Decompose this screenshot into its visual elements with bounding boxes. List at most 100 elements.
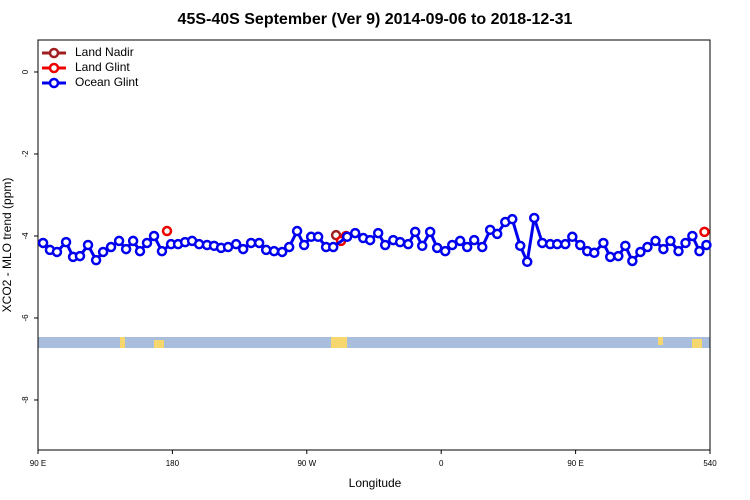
data-point <box>74 250 86 262</box>
legend-marker <box>48 77 60 89</box>
data-point <box>701 239 712 251</box>
data-point <box>537 237 548 249</box>
data-point <box>148 230 160 242</box>
data-point <box>574 239 586 251</box>
data-point <box>97 246 109 258</box>
data-point <box>507 213 518 225</box>
data-point <box>156 245 168 257</box>
y-tick-label: -2 <box>21 150 30 158</box>
data-point <box>161 225 173 237</box>
data-point <box>60 236 72 248</box>
data-point <box>283 241 295 253</box>
data-point <box>665 235 676 247</box>
y-tick-label: 0 <box>21 69 30 74</box>
data-point <box>454 235 466 247</box>
data-point <box>237 243 249 255</box>
data-point <box>424 226 436 238</box>
data-point <box>298 239 310 251</box>
land-patch <box>154 340 164 348</box>
data-point <box>276 246 288 258</box>
data-point <box>260 244 272 256</box>
land-patch <box>658 337 663 345</box>
data-point <box>604 251 616 263</box>
data-point <box>620 240 631 252</box>
y-tick-label: -6 <box>21 314 30 322</box>
land-patch <box>120 337 125 348</box>
x-axis-label: Longitude <box>349 476 402 490</box>
chart-title: 45S-40S September (Ver 9) 2014-09-06 to … <box>178 11 573 28</box>
data-point <box>141 237 153 249</box>
data-point <box>431 242 443 254</box>
x-tick-label: 90 E <box>567 459 583 468</box>
x-tick-label: 180 <box>166 459 180 468</box>
legend-label: Land Nadir <box>75 45 134 59</box>
data-point <box>409 226 421 238</box>
data-point <box>82 239 94 251</box>
data-point <box>127 235 139 247</box>
data-point <box>327 241 339 253</box>
data-point <box>680 237 691 249</box>
x-tick-label: 90 E <box>30 459 46 468</box>
data-point <box>245 237 257 249</box>
data-point <box>394 236 406 248</box>
data-point <box>687 230 698 242</box>
data-point <box>402 238 414 250</box>
y-tick-label: -4 <box>21 232 30 240</box>
data-point <box>477 241 488 253</box>
data-point <box>291 225 303 237</box>
data-point <box>560 238 571 250</box>
legend-marker <box>48 47 60 59</box>
data-point <box>312 231 324 243</box>
data-point <box>589 247 600 259</box>
x-tick-label: 90 W <box>297 459 316 468</box>
data-point <box>90 254 102 266</box>
data-point <box>253 237 265 249</box>
data-point <box>699 226 710 238</box>
data-point <box>528 212 540 224</box>
x-tick-label: 540 <box>703 459 717 468</box>
data-point <box>230 238 242 250</box>
y-axis-label: XCO2 - MLO trend (ppm) <box>0 178 14 313</box>
land-patch <box>692 339 702 348</box>
ocean-band <box>38 337 710 348</box>
data-point <box>268 245 280 257</box>
data-point <box>627 255 638 267</box>
data-point <box>650 235 661 247</box>
data-point <box>372 227 384 239</box>
data-point <box>349 227 361 239</box>
data-point <box>341 231 353 243</box>
legend-label: Land Glint <box>75 60 130 74</box>
y-tick-label: -8 <box>21 396 30 404</box>
data-point <box>134 245 146 257</box>
land-band <box>38 337 710 348</box>
data-point <box>447 239 458 251</box>
data-point <box>439 245 451 257</box>
data-point <box>673 245 684 257</box>
legend-marker <box>48 62 60 74</box>
data-point <box>567 231 578 243</box>
data-point <box>379 239 391 251</box>
data-point <box>613 250 624 262</box>
data-point <box>514 240 526 252</box>
land-patch <box>331 337 347 348</box>
data-point <box>222 241 234 253</box>
data-point <box>113 235 125 247</box>
data-point <box>521 256 533 268</box>
data-point <box>364 234 376 246</box>
data-point <box>120 243 132 255</box>
data-point <box>635 246 646 258</box>
data-point <box>468 234 480 246</box>
data-point <box>491 228 503 240</box>
data-point <box>37 237 49 249</box>
data-point <box>598 237 609 249</box>
x-tick-label: 0 <box>439 459 444 468</box>
data-point <box>658 243 669 255</box>
plot-frame <box>37 39 711 451</box>
data-point <box>105 241 117 253</box>
data-point <box>694 245 705 257</box>
data-point <box>642 241 653 253</box>
data-point <box>416 240 428 252</box>
data-point <box>51 246 63 258</box>
legend-label: Ocean Glint <box>75 75 139 89</box>
